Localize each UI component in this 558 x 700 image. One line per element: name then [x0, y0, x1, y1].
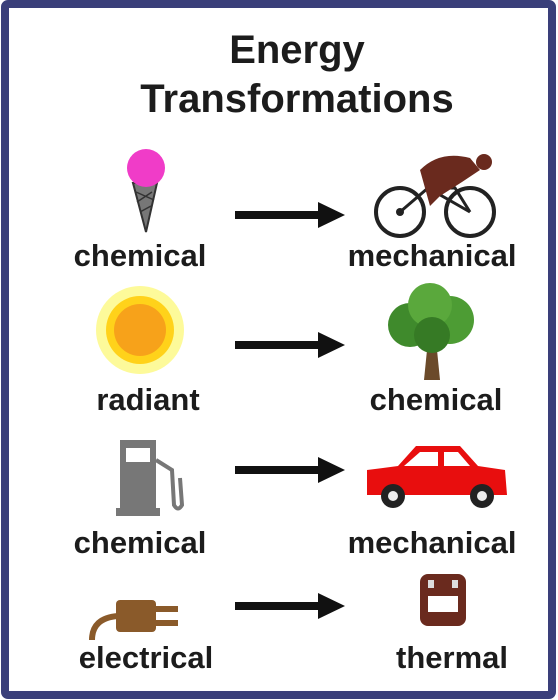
poster: Energy Transformations — [0, 0, 558, 700]
source-label: chemical — [74, 525, 207, 560]
target-label: mechanical — [348, 525, 517, 560]
target-label: thermal — [396, 640, 508, 675]
arrow-shaft — [235, 211, 320, 219]
arrow-shaft — [235, 602, 320, 610]
toaster-icon — [420, 574, 466, 626]
arrow-shaft — [235, 341, 320, 349]
target-label: chemical — [370, 382, 503, 417]
sun-icon — [96, 286, 184, 374]
target-label: mechanical — [348, 238, 517, 273]
arrow-shaft — [235, 466, 320, 474]
source-label: chemical — [74, 238, 207, 273]
source-label: electrical — [79, 640, 213, 675]
source-label: radiant — [96, 382, 199, 417]
title-line: Energy — [229, 28, 365, 72]
title-line: Transformations — [140, 77, 453, 121]
